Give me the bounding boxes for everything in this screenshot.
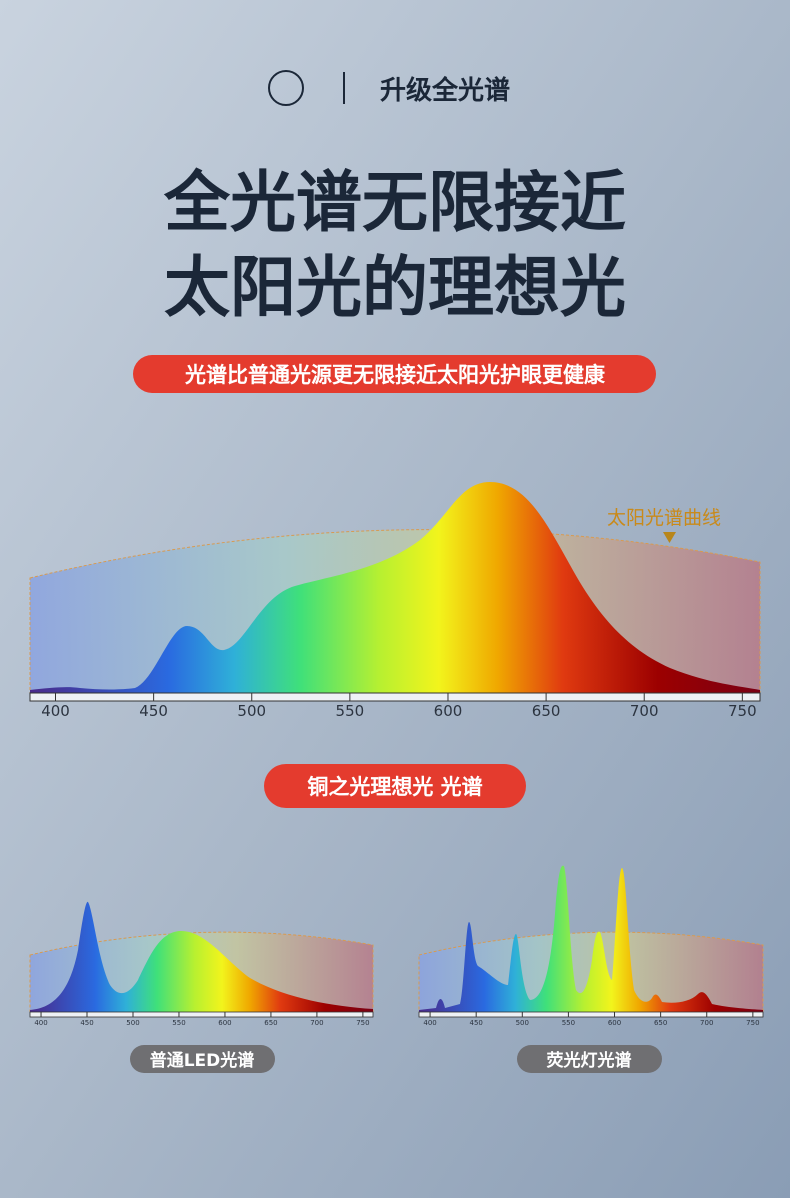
x-tick-label: 550 [172,1019,185,1027]
badge-pill [264,764,526,808]
x-tick-label: 400 [41,702,70,720]
x-tick-label: 700 [700,1019,713,1027]
x-tick-label: 700 [630,702,659,720]
annotation-arrow [663,532,676,543]
x-tick-label: 500 [516,1019,529,1027]
x-tick-label: 450 [469,1019,482,1027]
chart-label: 普通LED光谱 [150,1050,255,1071]
x-tick-label: 750 [728,702,757,720]
x-tick-label: 600 [608,1019,621,1027]
header-label: 升级全光谱 [380,75,510,106]
spectrum-curve [30,482,760,693]
x-tick-label: 650 [264,1019,277,1027]
subtitle-pill [133,355,656,393]
x-tick-label: 550 [336,702,365,720]
spectrum-curve [419,865,763,1012]
x-tick-label: 700 [310,1019,323,1027]
axis-bar [29,692,761,702]
label-pill [130,1045,275,1073]
x-tick-label: 650 [532,702,561,720]
x-tick-label: 400 [423,1019,436,1027]
x-tick-label: 650 [654,1019,667,1027]
x-tick-label: 500 [126,1019,139,1027]
label-pill [517,1045,662,1073]
x-tick-label: 450 [139,702,168,720]
badge: 铜之光理想光 光谱 [307,775,482,799]
x-tick-label: 750 [746,1019,759,1027]
x-tick-label: 400 [34,1019,47,1027]
x-tick-label: 550 [562,1019,575,1027]
title-line: 太阳光的理想光 [164,249,626,326]
chart-label: 荧光灯光谱 [547,1050,632,1071]
x-tick-label: 600 [434,702,463,720]
x-tick-label: 750 [356,1019,369,1027]
subtitle: 光谱比普通光源更无限接近太阳光护眼更健康 [184,363,606,387]
axis-bar [418,1011,764,1018]
x-tick-label: 500 [237,702,266,720]
spectrum-curve [30,901,373,1012]
icon [268,70,304,106]
x-tick-label: 600 [218,1019,231,1027]
axis-bar [29,1011,374,1018]
title-line: 全光谱无限接近 [163,164,626,241]
x-tick-label: 450 [80,1019,93,1027]
annotation: 太阳光谱曲线 [607,507,721,529]
